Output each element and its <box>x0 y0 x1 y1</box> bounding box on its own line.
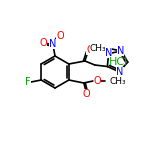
Text: O: O <box>56 31 64 41</box>
Text: O: O <box>39 38 47 48</box>
Text: N: N <box>105 48 112 58</box>
Text: F: F <box>25 77 31 87</box>
Text: N: N <box>117 46 124 56</box>
Text: N: N <box>49 39 57 49</box>
Text: HCl: HCl <box>108 57 128 67</box>
Text: O: O <box>82 89 90 99</box>
Text: O: O <box>94 76 102 86</box>
Text: O: O <box>86 45 94 55</box>
Text: CH₃: CH₃ <box>90 44 106 54</box>
Text: N: N <box>116 67 124 77</box>
Text: CH₃: CH₃ <box>110 76 126 85</box>
